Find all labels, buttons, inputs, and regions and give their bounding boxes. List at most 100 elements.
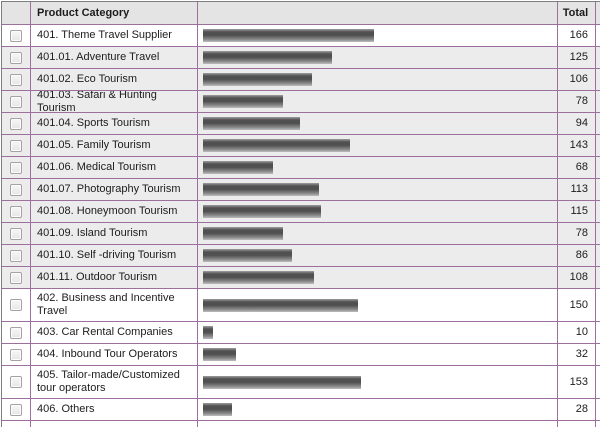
category-bar: [203, 326, 213, 339]
total-cell: 86: [558, 245, 596, 266]
table-row-partial: [2, 421, 600, 427]
clipped-cell: [596, 223, 600, 244]
clipped-cell: [596, 47, 600, 68]
category-label: 401.03. Safari & Hunting Tourism: [37, 91, 157, 112]
checkbox-cell: [2, 91, 31, 112]
total-cell: 166: [558, 25, 596, 46]
category-bar: [203, 139, 350, 152]
category-cell: 402. Business and Incentive Travel: [31, 289, 198, 321]
table-row: 404. Inbound Tour Operators 32: [2, 344, 600, 366]
category-cell: 401.05. Family Tourism: [31, 135, 198, 156]
total-value: 28: [575, 403, 588, 415]
category-bar: [203, 298, 358, 312]
total-cell: 94: [558, 113, 596, 134]
row-checkbox[interactable]: [10, 348, 22, 361]
row-checkbox[interactable]: [10, 95, 22, 108]
table-row: 401.03. Safari & Hunting Tourism 78: [2, 91, 600, 113]
total-value: 10: [575, 326, 588, 338]
total-value: 115: [570, 205, 588, 217]
row-checkbox[interactable]: [10, 51, 22, 64]
partial-clipped-cell: [596, 421, 600, 427]
checkbox-cell: [2, 25, 31, 46]
table-row: 401.10. Self -driving Tourism 86: [2, 245, 600, 267]
table-row: 401.06. Medical Tourism 68: [2, 157, 600, 179]
header-clipped-cell: [596, 2, 600, 24]
total-value: 125: [569, 51, 588, 63]
category-bar: [203, 29, 374, 42]
total-cell: 108: [558, 267, 596, 288]
bar-cell: [198, 113, 558, 134]
row-checkbox[interactable]: [10, 227, 22, 240]
clipped-cell: [596, 179, 600, 200]
row-checkbox[interactable]: [10, 29, 22, 42]
checkbox-cell: [2, 399, 31, 420]
category-label: 401. Theme Travel Supplier: [37, 29, 172, 41]
category-bar: [203, 95, 283, 108]
total-cell: 115: [558, 201, 596, 222]
bar-cell: [198, 69, 558, 90]
total-value: 94: [575, 117, 588, 129]
checkbox-cell: [2, 289, 31, 321]
category-bar: [203, 227, 283, 240]
total-cell: 150: [558, 289, 596, 321]
clipped-cell: [596, 201, 600, 222]
row-checkbox[interactable]: [10, 161, 22, 174]
row-checkbox[interactable]: [10, 73, 22, 86]
category-label: 401.09. Island Tourism: [37, 227, 148, 239]
total-value: 32: [575, 348, 588, 360]
total-value: 166: [569, 29, 588, 41]
category-label: 401.01. Adventure Travel: [37, 51, 160, 63]
total-cell: 153: [558, 366, 596, 398]
category-cell: 404. Inbound Tour Operators: [31, 344, 198, 365]
bar-cell: [198, 47, 558, 68]
table-row: 402. Business and Incentive Travel 150: [2, 289, 600, 322]
bar-cell: [198, 91, 558, 112]
category-bar: [203, 348, 236, 361]
clipped-cell: [596, 245, 600, 266]
category-cell: 406. Others: [31, 399, 198, 420]
table-row: 406. Others 28: [2, 399, 600, 421]
header-checkbox-cell: [2, 2, 31, 24]
bar-cell: [198, 344, 558, 365]
row-checkbox[interactable]: [10, 139, 22, 152]
row-checkbox[interactable]: [10, 271, 22, 284]
category-label: 403. Car Rental Companies: [37, 326, 173, 338]
checkbox-cell: [2, 113, 31, 134]
checkbox-cell: [2, 245, 31, 266]
total-cell: 78: [558, 91, 596, 112]
checkbox-cell: [2, 135, 31, 156]
row-checkbox[interactable]: [10, 117, 22, 130]
table-row: 405. Tailor-made/Customized tour operato…: [2, 366, 600, 399]
row-checkbox[interactable]: [10, 299, 22, 311]
category-cell: 401.09. Island Tourism: [31, 223, 198, 244]
row-checkbox[interactable]: [10, 183, 22, 196]
category-cell: 401.11. Outdoor Tourism: [31, 267, 198, 288]
total-value: 143: [569, 139, 588, 151]
row-checkbox[interactable]: [10, 249, 22, 262]
clipped-cell: [596, 289, 600, 321]
category-cell: 401.04. Sports Tourism: [31, 113, 198, 134]
row-checkbox[interactable]: [10, 403, 22, 416]
bar-cell: [198, 179, 558, 200]
checkbox-cell: [2, 179, 31, 200]
table-row: 403. Car Rental Companies 10: [2, 322, 600, 344]
total-cell: 125: [558, 47, 596, 68]
bar-cell: [198, 366, 558, 398]
category-cell: 401.07. Photography Tourism: [31, 179, 198, 200]
clipped-cell: [596, 69, 600, 90]
checkbox-cell: [2, 201, 31, 222]
total-cell: 10: [558, 322, 596, 343]
clipped-cell: [596, 399, 600, 420]
row-checkbox[interactable]: [10, 205, 22, 218]
row-checkbox[interactable]: [10, 376, 22, 388]
row-checkbox[interactable]: [10, 326, 22, 339]
partial-bar-cell: [198, 421, 558, 427]
bar-cell: [198, 135, 558, 156]
category-cell: 401.06. Medical Tourism: [31, 157, 198, 178]
clipped-cell: [596, 135, 600, 156]
category-label: 401.07. Photography Tourism: [37, 183, 181, 195]
clipped-cell: [596, 322, 600, 343]
category-bar: [203, 183, 319, 196]
total-cell: 32: [558, 344, 596, 365]
clipped-cell: [596, 157, 600, 178]
